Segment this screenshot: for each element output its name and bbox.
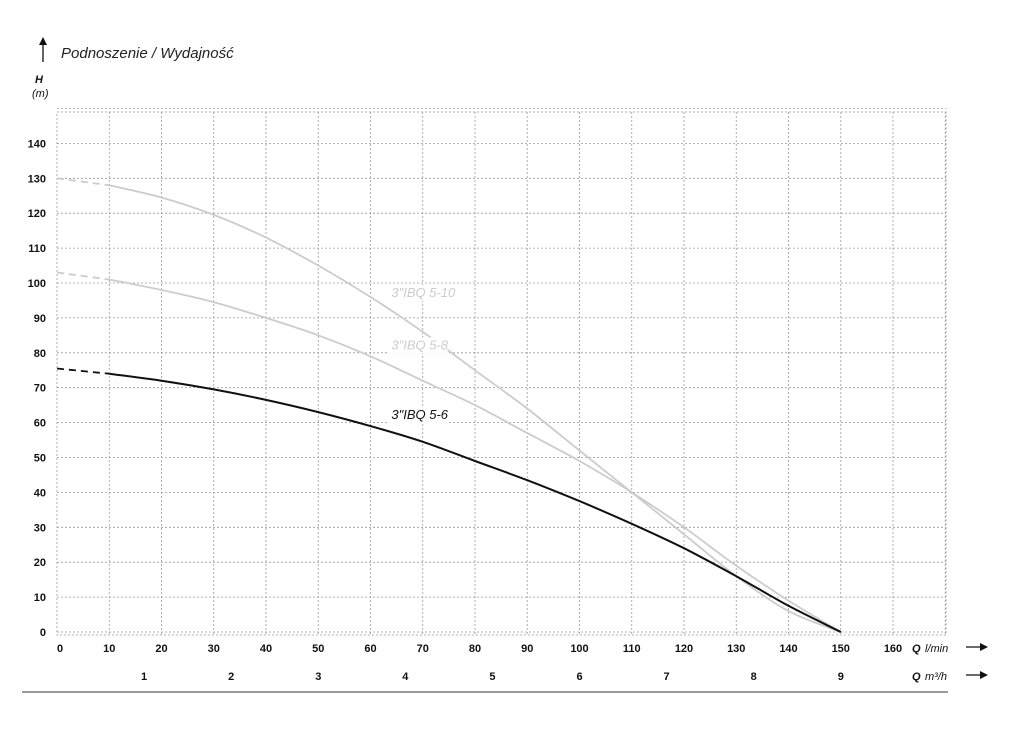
series-line xyxy=(109,278,842,633)
series-dashed-start xyxy=(56,177,110,187)
x-tick-label: 160 xyxy=(884,643,902,655)
series-dashed-start xyxy=(56,367,110,375)
x2-tick-label: 4 xyxy=(402,671,409,683)
series-lines: 3"IBQ 5-10 3"IBQ 5-8 3"IBQ 5-6 xyxy=(56,177,842,633)
y-tick-label: 10 xyxy=(34,592,46,604)
grid-frame xyxy=(56,111,947,636)
y-tick-label: 100 xyxy=(28,278,46,290)
x2-tick-label: 5 xyxy=(489,671,495,683)
x-tick-label: 150 xyxy=(832,643,850,655)
x-tick-label: 130 xyxy=(727,643,745,655)
x-tick-label: 70 xyxy=(417,643,429,655)
y-tick-label: 30 xyxy=(34,522,46,534)
x-tick-label: 50 xyxy=(312,643,324,655)
x-tick-label: 100 xyxy=(570,643,588,655)
y-axis-unit: (m) xyxy=(32,88,49,100)
y-tick-label: 110 xyxy=(28,243,46,255)
x-tick-label: 60 xyxy=(364,643,376,655)
title-arrow-icon xyxy=(39,37,47,62)
series-line xyxy=(109,372,842,633)
x-tick-label: 10 xyxy=(103,643,115,655)
y-tick-label: 40 xyxy=(34,487,46,499)
y-tick-labels: 0 10 20 30 40 50 60 70 80 90 100 110 120 130 140 xyxy=(28,138,46,639)
x2-axis-symbol: Q xyxy=(912,671,921,683)
x-axis-unit: l/min xyxy=(925,643,948,655)
y-tick-label: 70 xyxy=(34,383,46,395)
series-dashed-start xyxy=(56,271,110,281)
x-tick-label: 30 xyxy=(208,643,220,655)
x-tick-label: 80 xyxy=(469,643,481,655)
x-tick-label: 120 xyxy=(675,643,693,655)
x2-tick-label: 8 xyxy=(751,671,757,683)
series-label-backing xyxy=(387,407,448,424)
y-tick-label: 120 xyxy=(28,208,46,220)
x2-tick-labels: 1 2 3 4 5 6 7 8 9 xyxy=(141,671,844,683)
grid xyxy=(56,108,947,636)
y-tick-label: 50 xyxy=(34,453,46,465)
x-tick-label: 90 xyxy=(521,643,533,655)
x2-tick-label: 1 xyxy=(141,671,147,683)
x-axis-arrow-icon xyxy=(966,643,988,651)
series-line xyxy=(109,184,842,633)
x-tick-label: 110 xyxy=(623,643,641,655)
x-tick-labels: 0 10 20 30 40 50 60 70 80 90 100 110 120 130 140 150 160 xyxy=(57,643,902,655)
y-tick-label: 140 xyxy=(28,138,46,150)
series-label: 3"IBQ 5-10 xyxy=(391,285,456,300)
x2-tick-label: 6 xyxy=(576,671,582,683)
x2-axis-arrow-icon xyxy=(966,671,988,679)
x2-axis-unit: m³/h xyxy=(925,671,947,683)
y-tick-label: 20 xyxy=(34,557,46,569)
x-tick-label: 0 xyxy=(57,643,63,655)
series-label: 3"IBQ 5-8 xyxy=(391,337,448,352)
x2-tick-label: 3 xyxy=(315,671,321,683)
y-axis-symbol: H xyxy=(35,74,44,86)
x-tick-label: 140 xyxy=(779,643,797,655)
y-tick-label: 130 xyxy=(28,173,46,185)
x-tick-label: 40 xyxy=(260,643,272,655)
series-label-backing xyxy=(387,284,448,301)
y-tick-label: 90 xyxy=(34,313,46,325)
y-tick-label: 0 xyxy=(40,627,46,639)
x-axis-symbol: Q xyxy=(912,643,921,655)
chart-title: Podnoszenie / Wydajność xyxy=(61,45,234,62)
x2-tick-label: 2 xyxy=(228,671,234,683)
series-label: 3"IBQ 5-6 xyxy=(391,407,448,422)
y-tick-label: 80 xyxy=(34,348,46,360)
x2-tick-label: 7 xyxy=(664,671,670,683)
y-tick-label: 60 xyxy=(34,418,46,430)
series-label-backing xyxy=(387,337,448,354)
x-tick-label: 20 xyxy=(155,643,167,655)
x2-tick-label: 9 xyxy=(838,671,844,683)
